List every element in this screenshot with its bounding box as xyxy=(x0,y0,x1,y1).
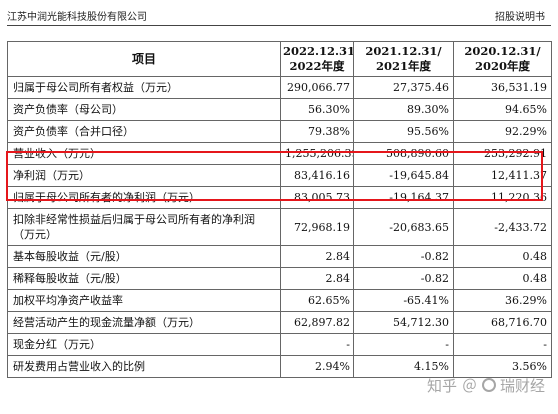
row-label: 加权平均净资产收益率 xyxy=(7,289,281,312)
row-label: 扣除非经常性损益后归属于母公司所有者的净利润（万元） xyxy=(7,208,281,246)
financial-indicators-table: 项目 2022.12.31/ 2022年度 2021.12.31/ 2021年度… xyxy=(7,41,552,378)
table-row: 基本每股收益（元/股） 2.84 -0.82 0.48 xyxy=(7,245,552,268)
row-label: 归属于母公司所有者权益（万元） xyxy=(7,76,281,99)
column-header-2022: 2022.12.31/ 2022年度 xyxy=(280,41,354,77)
value-2022: 83,416.16 xyxy=(280,164,354,187)
value-2021: -0.82 xyxy=(353,245,454,268)
header-divider xyxy=(7,25,551,26)
table-row: 加权平均净资产收益率 62.65% -65.41% 36.29% xyxy=(7,289,552,312)
row-label: 经营活动产生的现金流量净额（万元） xyxy=(7,311,281,334)
row-label: 资产负债率（合并口径） xyxy=(7,120,281,143)
column-header-2020: 2020.12.31/ 2020年度 xyxy=(453,41,552,77)
value-2021: -19,645.84 xyxy=(353,164,454,187)
value-2022: 72,968.19 xyxy=(280,208,354,246)
value-2020: 12,411.37 xyxy=(453,164,552,187)
value-2020: 68,716.70 xyxy=(453,311,552,334)
value-2021: -20,683.65 xyxy=(353,208,454,246)
document-type: 招股说明书 xyxy=(495,12,545,23)
value-2022: 2.84 xyxy=(280,245,354,268)
value-2022: 62.65% xyxy=(280,289,354,312)
watermark-logo-icon xyxy=(482,378,497,392)
value-2021: 4.15% xyxy=(353,355,454,378)
table-row: 经营活动产生的现金流量净额（万元） 62,897.82 54,712.30 68,71… xyxy=(7,311,552,334)
document-header: 江苏中润光能科技股份有限公司 招股说明书 xyxy=(7,5,551,27)
table-row: 净利润（万元） 83,416.16 -19,645.84 12,411.37 xyxy=(7,164,552,187)
value-2020: 0.48 xyxy=(453,245,552,268)
value-2022: 62,897.82 xyxy=(280,311,354,334)
table-row: 资产负债率（母公司） 56.30% 89.30% 94.65% xyxy=(7,98,552,121)
value-2022: - xyxy=(280,333,354,356)
row-label: 稀释每股收益（元/股） xyxy=(7,267,281,290)
value-2021: 95.56% xyxy=(353,120,454,143)
value-2021: - xyxy=(353,333,454,356)
row-label: 归属于母公司所有者的净利润（万元） xyxy=(7,186,281,209)
value-2020: 253,292.91 xyxy=(453,142,552,165)
value-2021: -19,164.37 xyxy=(353,186,454,209)
row-label: 资产负债率（母公司） xyxy=(7,98,281,121)
value-2020: 36,531.19 xyxy=(453,76,552,99)
column-header-2021: 2021.12.31/ 2021年度 xyxy=(353,41,454,77)
value-2020: -2,433.72 xyxy=(453,208,552,246)
value-2020: 92.29% xyxy=(453,120,552,143)
value-2021: -65.41% xyxy=(353,289,454,312)
row-label: 净利润（万元） xyxy=(7,164,281,187)
company-name: 江苏中润光能科技股份有限公司 xyxy=(7,12,147,23)
value-2022: 83,005.73 xyxy=(280,186,354,209)
value-2022: 2.94% xyxy=(280,355,354,378)
table-row: 研发费用占营业收入的比例 2.94% 4.15% 3.56% xyxy=(7,355,552,378)
value-2022: 79.38% xyxy=(280,120,354,143)
value-2020: 11,220.36 xyxy=(453,186,552,209)
value-2022: 56.30% xyxy=(280,98,354,121)
value-2020: 36.29% xyxy=(453,289,552,312)
table-row: 归属于母公司所有者的净利润（万元） 83,005.73 -19,164.37 11,2… xyxy=(7,186,552,209)
table-row: 资产负债率（合并口径） 79.38% 95.56% 92.29% xyxy=(7,120,552,143)
value-2021: 508,890.60 xyxy=(353,142,454,165)
value-2021: 89.30% xyxy=(353,98,454,121)
value-2021: -0.82 xyxy=(353,267,454,290)
row-label: 营业收入（万元） xyxy=(7,142,281,165)
table-row: 归属于母公司所有者权益（万元） 290,066.77 27,375.46 36,531… xyxy=(7,76,552,99)
table-row: 营业收入（万元） 1,255,206.39 508,890.60 253,292.91 xyxy=(7,142,552,165)
row-label: 研发费用占营业收入的比例 xyxy=(7,355,281,378)
value-2022: 2.84 xyxy=(280,267,354,290)
row-label: 基本每股收益（元/股） xyxy=(7,245,281,268)
row-label: 现金分红（万元） xyxy=(7,333,281,356)
table-row: 扣除非经常性损益后归属于母公司所有者的净利润（万元） 72,968.19 -20,6… xyxy=(7,208,552,246)
value-2020: 94.65% xyxy=(453,98,552,121)
value-2022: 1,255,206.39 xyxy=(280,142,354,165)
column-header-item: 项目 xyxy=(7,41,281,77)
table-row: 稀释每股收益（元/股） 2.84 -0.82 0.48 xyxy=(7,267,552,290)
value-2021: 54,712.30 xyxy=(353,311,454,334)
table-body: 归属于母公司所有者权益（万元） 290,066.77 27,375.46 36,531… xyxy=(7,76,552,378)
table-header-row: 项目 2022.12.31/ 2022年度 2021.12.31/ 2021年度… xyxy=(7,41,552,77)
value-2022: 290,066.77 xyxy=(280,76,354,99)
value-2020: 3.56% xyxy=(453,355,552,378)
value-2021: 27,375.46 xyxy=(353,76,454,99)
value-2020: 0.48 xyxy=(453,267,552,290)
value-2020: - xyxy=(453,333,552,356)
table-row: 现金分红（万元） - - - xyxy=(7,333,552,356)
